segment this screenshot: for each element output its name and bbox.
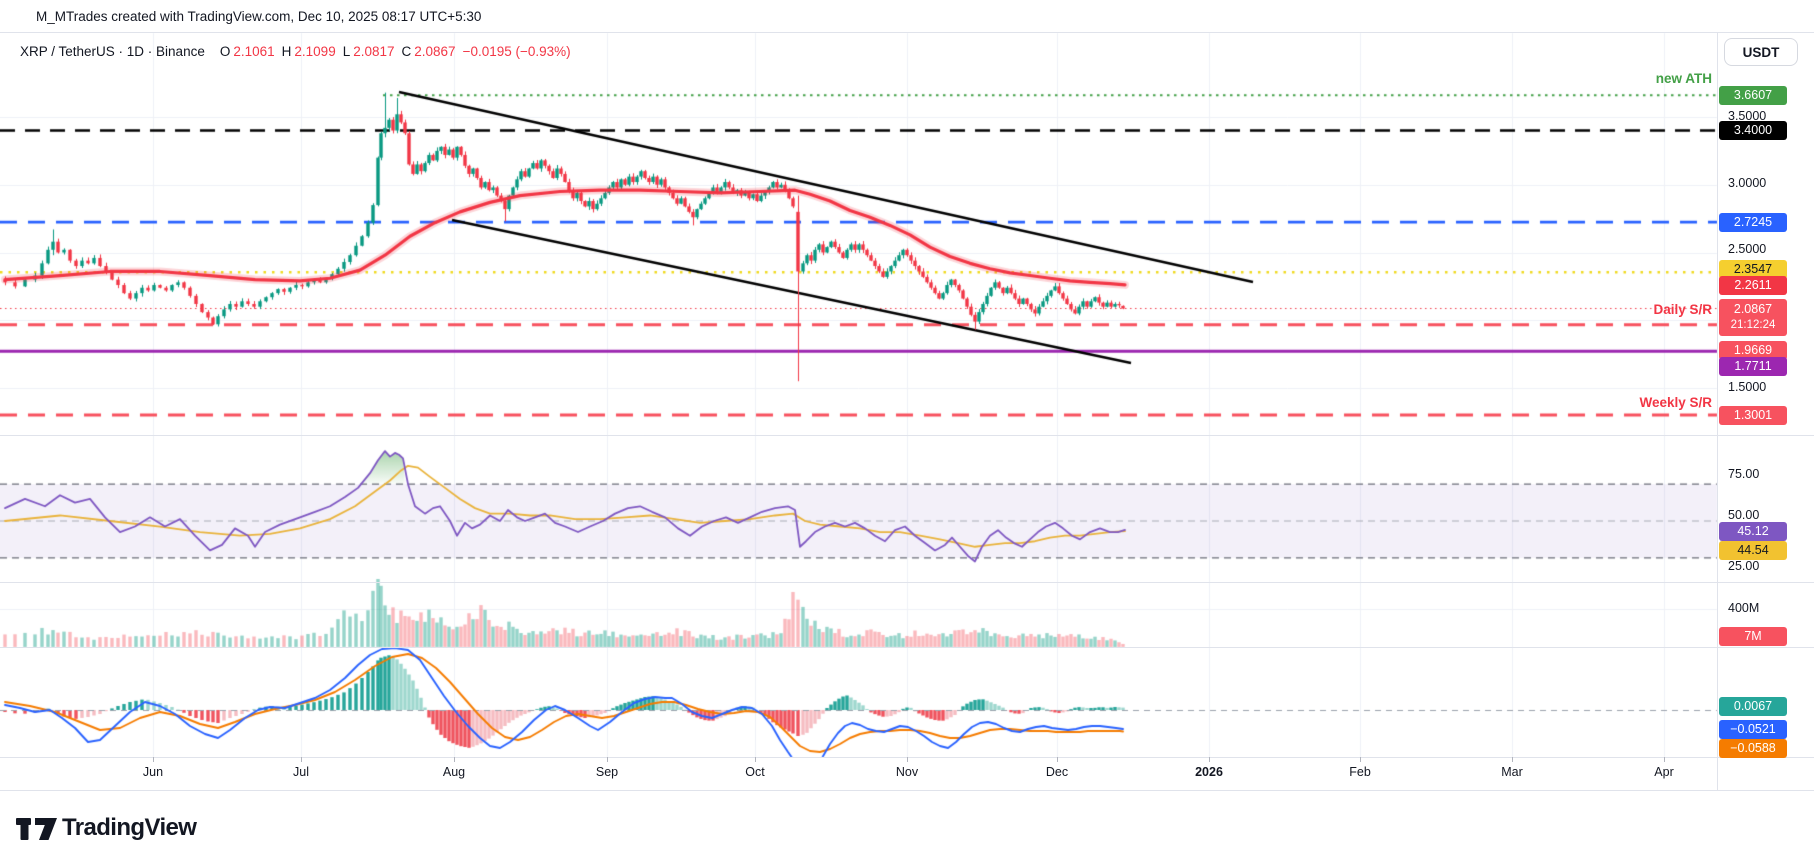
time-axis-label: Dec [1045,765,1069,779]
chart-bottom-border [0,790,1814,791]
time-axis-label: Nov [895,765,919,779]
time-axis-tick [301,757,302,762]
price-badge-value: 3.4000 [1733,123,1773,137]
open-value: 2.1061 [233,44,275,59]
daily-sr-annotation[interactable]: Daily S/R [1653,302,1712,317]
price-axis-label: 25.00 [1728,559,1760,573]
time-axis-tick [1512,757,1513,762]
time-axis-label: Oct [745,765,765,779]
price-badge: 44.54 [1719,540,1787,560]
low-label: L [342,44,351,59]
symbol-title[interactable]: XRP / TetherUS · 1D · Binance [20,44,205,59]
price-axis-label: 400M [1728,601,1760,615]
price-badge-value: 2.0867 [1733,302,1773,316]
pane-separator-volume[interactable] [0,582,1814,583]
price-badge: 1.3001 [1719,405,1787,425]
bar-countdown: 21:12:24 [1730,318,1776,331]
price-badge-value: 7M [1744,629,1762,643]
price-badge-value: −0.0588 [1730,741,1776,755]
price-badge-value: 3.6607 [1733,88,1773,102]
price-badge-value: 2.3547 [1733,262,1773,276]
price-badge: 2.0867 21:12:24 [1719,298,1787,336]
time-axis-tick [1360,757,1361,762]
time-axis-tick [755,757,756,762]
price-badge: 0.0067 [1719,696,1787,716]
time-axis-label: Feb [1349,765,1371,779]
open-label: O [219,44,231,59]
time-axis-tick [153,757,154,762]
time-axis-tick [1209,757,1210,762]
time-axis-label: Apr [1654,765,1674,779]
time-axis-label: Aug [442,765,466,779]
price-badge: 3.4000 [1719,120,1787,140]
price-badge-value: 2.2611 [1734,278,1772,292]
price-badge: 7M [1719,626,1787,646]
time-axis-label: 2026 [1195,765,1223,779]
pane-separator-macd[interactable] [0,647,1814,648]
chart-top-border [0,32,1814,33]
attribution-text: M_MTrades created with TradingView.com, … [36,9,482,24]
change-value: −0.0195 (−0.93%) [462,44,571,59]
weekly-sr-annotation[interactable]: Weekly S/R [1639,395,1712,410]
time-axis-tick [1057,757,1058,762]
time-axis-tick [454,757,455,762]
time-axis-label: Jun [142,765,164,779]
time-axis-label: Jul [293,765,309,779]
price-badge: 2.3547 [1719,259,1787,279]
price-axis-label: 3.0000 [1728,176,1767,190]
price-axis-label: 75.00 [1728,467,1760,481]
high-label: H [281,44,292,59]
price-badge: 1.9669 [1719,340,1787,360]
tradingview-logo-icon[interactable] [16,816,58,842]
tradingview-wordmark[interactable]: TradingView [62,814,197,841]
price-badge: 2.2611 [1719,275,1787,295]
time-axis-tick [907,757,908,762]
new-ath-annotation[interactable]: new ATH [1655,71,1712,86]
price-axis-label: 2.5000 [1728,242,1767,256]
time-axis-label: Mar [1501,765,1523,779]
time-axis-label: Sep [595,765,619,779]
price-badge: 3.6607 [1719,85,1787,105]
price-badge: 45.12 [1719,521,1787,541]
time-axis-tick [1664,757,1665,762]
close-value: 2.0867 [414,44,456,59]
currency-toggle-button[interactable]: USDT [1724,38,1798,66]
price-badge: −0.0588 [1719,738,1787,758]
price-badge-value: 45.12 [1737,524,1769,538]
price-badge-value: 1.7711 [1734,359,1772,373]
price-badge-value: 1.3001 [1733,408,1773,422]
price-badge-value: 0.0067 [1733,699,1773,713]
high-value: 2.1099 [294,44,336,59]
price-badge-value: 2.7245 [1733,215,1773,229]
price-badge-value: 1.9669 [1733,343,1773,357]
close-label: C [401,44,412,59]
price-badge: 2.7245 [1719,212,1787,232]
price-axis-label: 50.00 [1728,508,1760,522]
price-axis-border [1717,32,1718,790]
pane-separator-rsi[interactable] [0,435,1814,436]
price-axis-label: 3.5000 [1728,109,1767,123]
price-axis-label: 1.5000 [1728,380,1767,394]
time-axis-tick [607,757,608,762]
price-badge: −0.0521 [1719,719,1787,739]
low-value: 2.0817 [353,44,395,59]
price-badge-value: −0.0521 [1730,722,1776,736]
price-badge-value: 44.54 [1737,543,1769,557]
price-badge: 1.7711 [1719,356,1787,376]
